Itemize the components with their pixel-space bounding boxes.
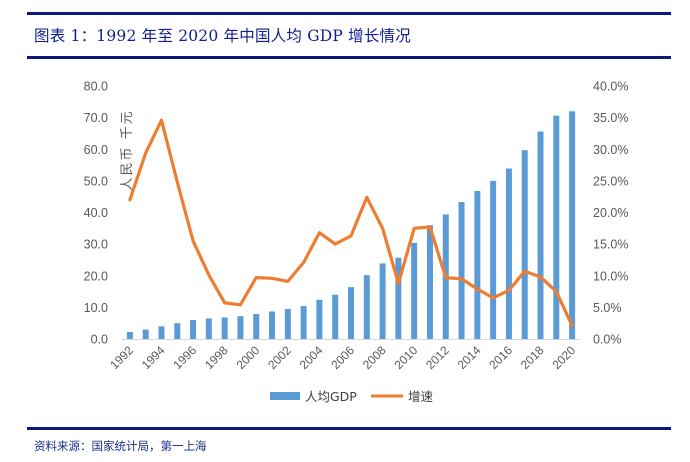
bar-1993	[142, 329, 149, 339]
right-axis-ticks: 0.0% 5.0% 10.0% 15.0% 20.0% 25.0% 30.0% 35.0% 40…	[593, 80, 628, 347]
right-axis-tick-label: 15.0%	[593, 238, 628, 252]
right-axis-tick-label: 40.0%	[593, 80, 628, 94]
right-axis-tick-label: 35.0%	[593, 111, 628, 125]
bar-2020	[569, 111, 576, 339]
figure-title: 图表 1：1992 年至 2020 年中国人均 GDP 增长情况	[34, 27, 411, 45]
x-axis-tick-label: 2008	[360, 343, 389, 372]
legend-swatch-gdp	[270, 392, 300, 400]
bar-1999	[237, 316, 244, 339]
left-axis-tick-label: 30.0	[84, 238, 108, 252]
left-axis-tick-label: 0.0	[91, 333, 108, 347]
bar-2018	[537, 131, 544, 339]
x-axis-tick-label: 2020	[549, 343, 578, 372]
left-axis-tick-label: 60.0	[84, 143, 108, 157]
right-axis-tick-label: 10.0%	[593, 269, 628, 283]
left-axis-label: 人民币 千元	[120, 109, 135, 190]
x-axis-tick-label: 2014	[455, 343, 484, 372]
bar-2013	[458, 202, 465, 339]
left-axis-ticks: 0.0 10.0 20.0 30.0 40.0 50.0 60.0 70.0 80.0	[84, 80, 108, 347]
right-axis-tick-label: 5.0%	[593, 301, 622, 315]
bar-2008	[379, 263, 386, 339]
left-axis-tick-label: 80.0	[84, 80, 108, 94]
x-axis-tick-label: 2006	[328, 343, 357, 372]
right-axis-tick-label: 20.0%	[593, 206, 628, 220]
right-axis-tick-label: 0.0%	[593, 333, 622, 347]
title-top-rule	[27, 12, 671, 15]
x-axis-tick-label: 1994	[139, 343, 168, 372]
bar-1997	[205, 318, 212, 339]
x-axis-tick-label: 2010	[392, 343, 421, 372]
left-axis-tick-label: 40.0	[84, 206, 108, 220]
bar-2009	[395, 257, 402, 339]
bar-2015	[490, 180, 497, 339]
bar-2014	[474, 190, 481, 339]
x-axis-tick-label: 2012	[423, 343, 452, 372]
bar-2000	[253, 314, 260, 339]
bar-2005	[332, 294, 339, 339]
x-axis-tick-label: 2000	[234, 343, 263, 372]
bar-2004	[316, 299, 323, 339]
bar-1992	[126, 332, 133, 339]
x-axis-tick-label: 2018	[518, 343, 547, 372]
x-axis-tick-label: 1992	[107, 343, 136, 372]
x-axis-tick-label: 2016	[486, 343, 515, 372]
legend: 人均GDP 增速	[270, 389, 434, 404]
bar-2016	[505, 168, 512, 339]
bar-series-gdp-per-capita	[126, 111, 576, 339]
x-axis-tick-label: 2004	[297, 343, 326, 372]
bar-2019	[553, 115, 560, 339]
right-axis-tick-label: 25.0%	[593, 174, 628, 188]
x-axis-ticks: 1992 1994 1996 1998 2000 2002 2004 2006 2008 2010…	[107, 343, 578, 372]
x-axis-tick-label: 2002	[265, 343, 294, 372]
bar-2010	[411, 242, 418, 339]
bar-2017	[521, 150, 528, 339]
legend-label-gdp: 人均GDP	[305, 389, 357, 404]
bar-1994	[158, 326, 165, 339]
x-axis-tick-label: 1998	[202, 343, 231, 372]
legend-label-growth: 增速	[408, 389, 434, 404]
left-axis-tick-label: 10.0	[84, 301, 108, 315]
source-note: 资料来源：国家统计局，第一上海	[34, 439, 207, 453]
footer-rule	[27, 427, 671, 430]
bar-2001	[269, 311, 276, 339]
left-axis-tick-label: 70.0	[84, 111, 108, 125]
left-axis-tick-label: 50.0	[84, 174, 108, 188]
bar-2002	[284, 308, 291, 339]
bar-2011	[426, 225, 433, 339]
x-axis-tick-label: 1996	[170, 343, 199, 372]
bar-2007	[363, 275, 370, 339]
line-series-growth-rate	[128, 118, 574, 328]
left-axis-tick-label: 20.0	[84, 269, 108, 283]
right-axis-tick-label: 30.0%	[593, 143, 628, 157]
bar-1996	[190, 320, 197, 339]
bar-2003	[300, 306, 307, 339]
bar-2006	[348, 287, 354, 339]
title-bottom-rule	[27, 56, 671, 59]
bar-1995	[174, 323, 181, 339]
bar-1998	[221, 317, 228, 339]
